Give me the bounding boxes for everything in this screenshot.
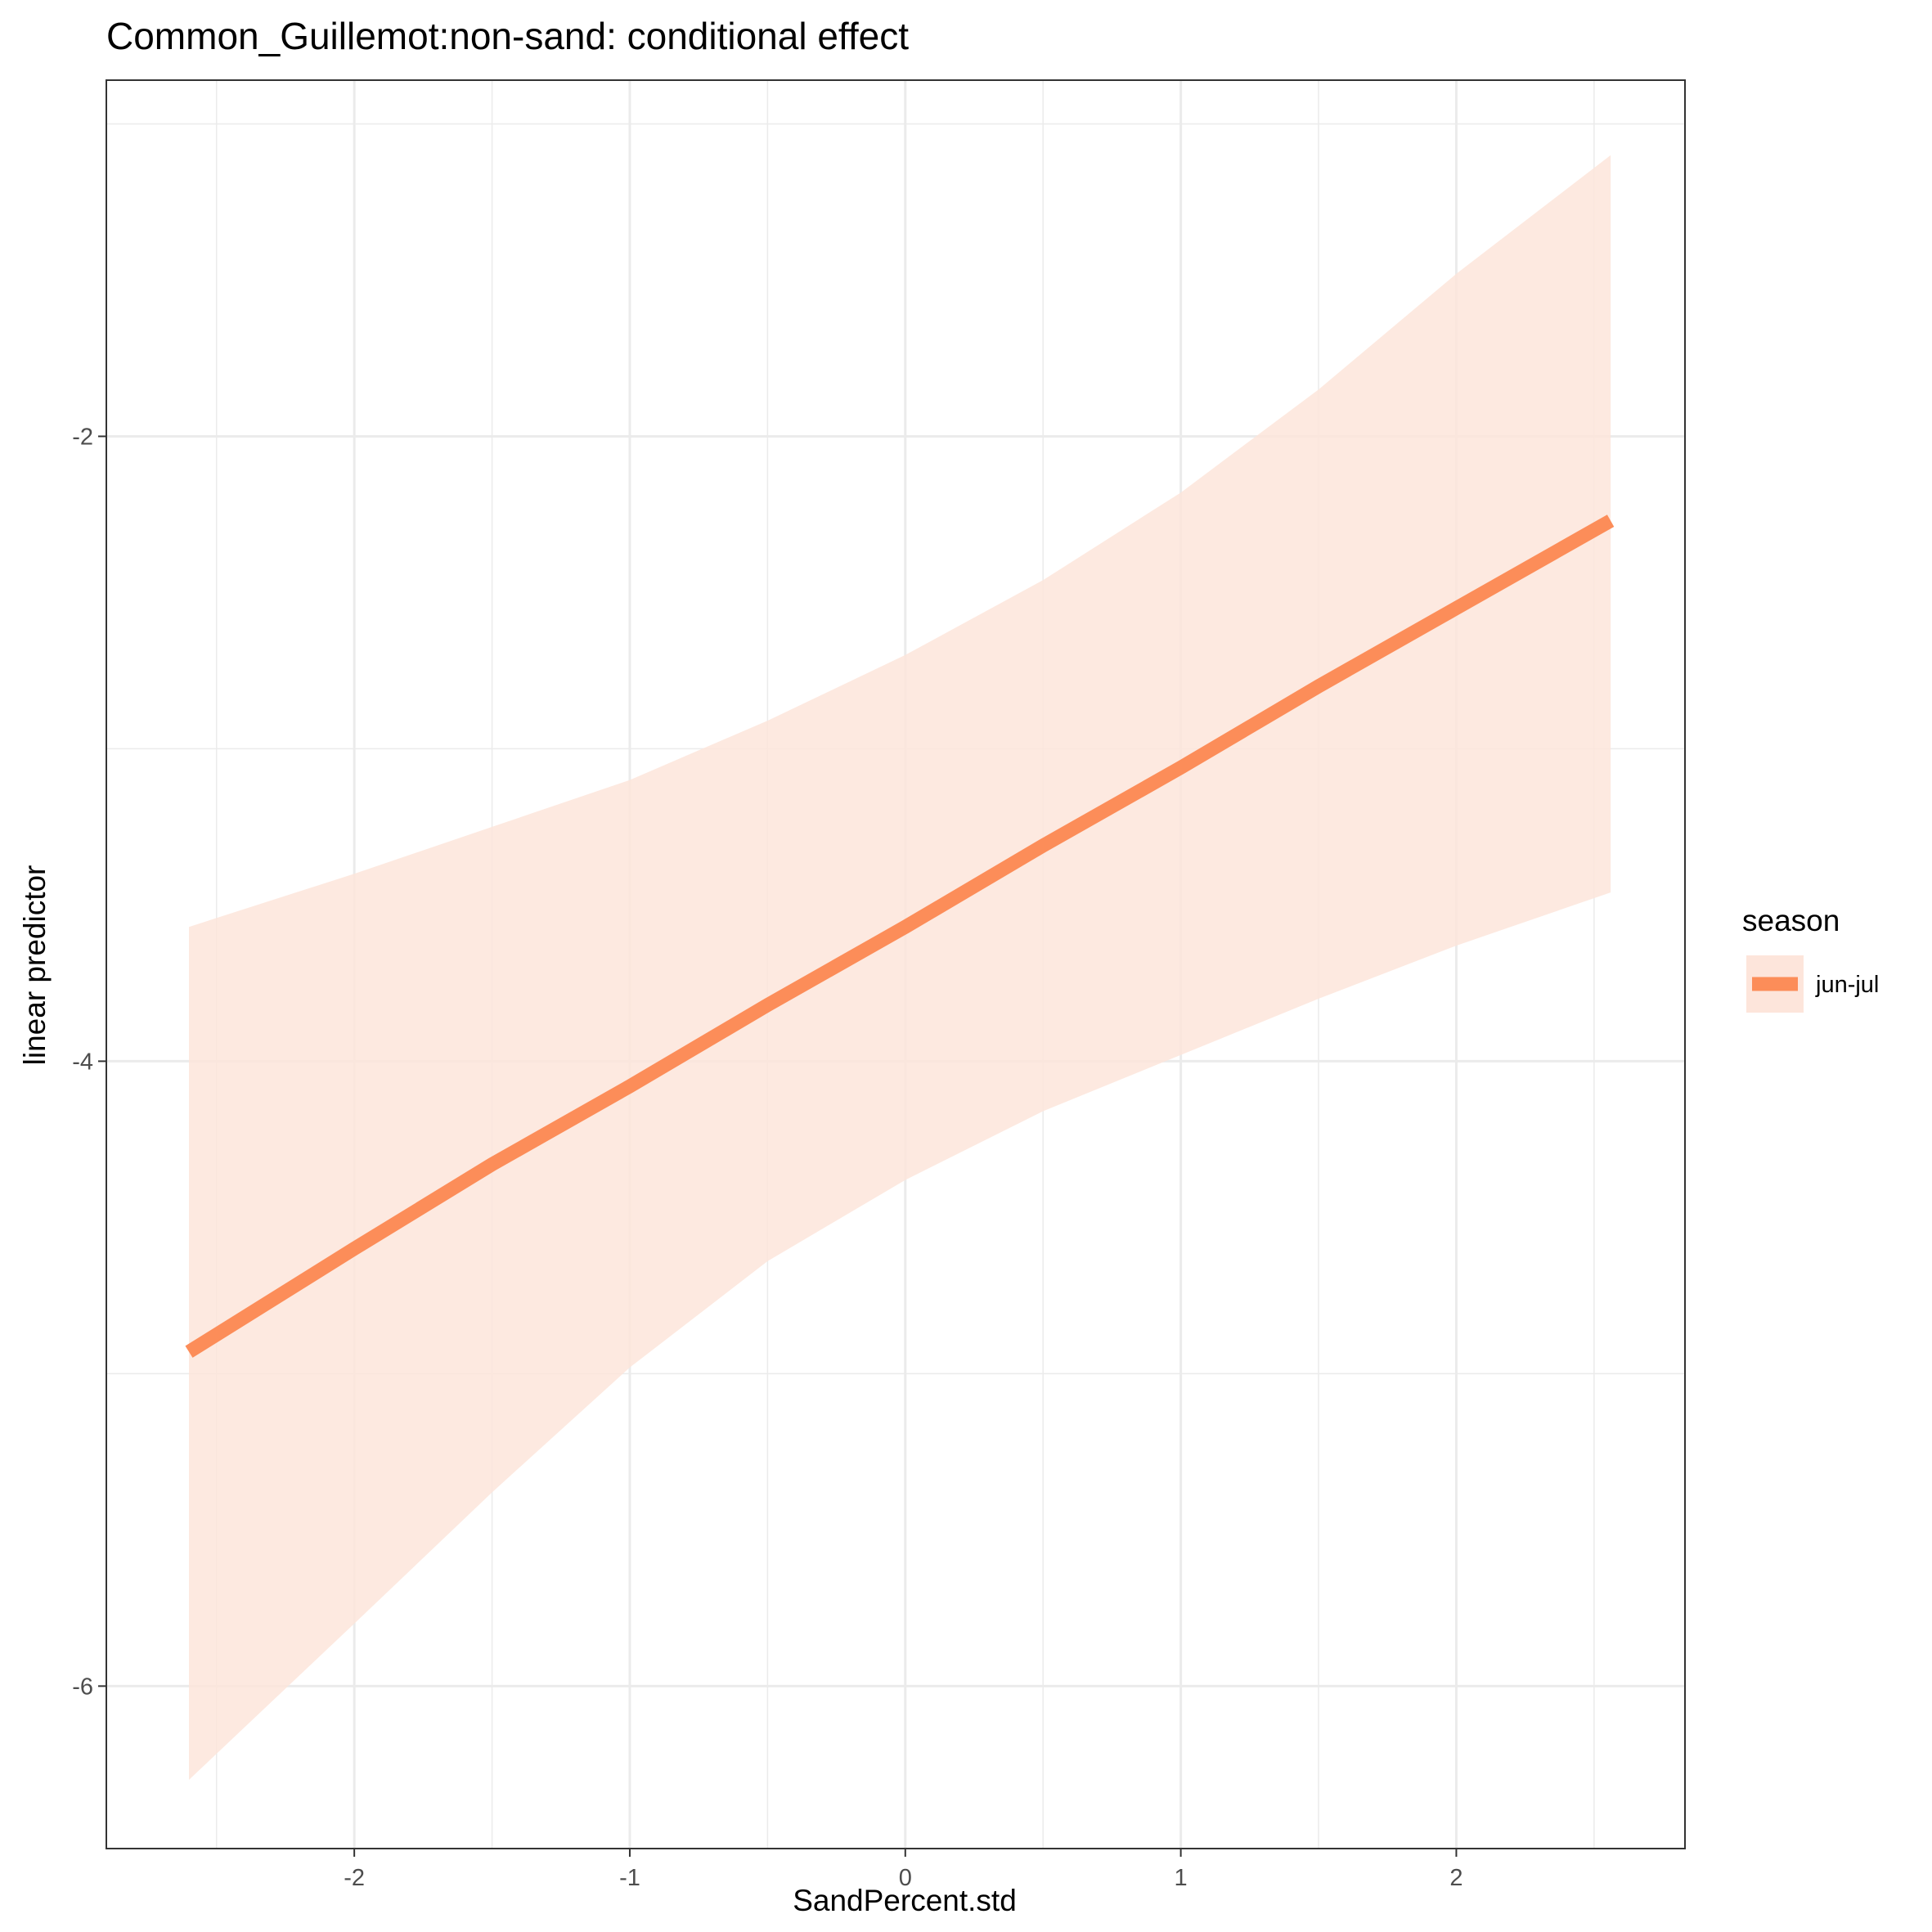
x-tick-label: 1: [1175, 1865, 1188, 1891]
y-axis-title: linear predictor: [18, 865, 52, 1066]
legend: season jun-jul: [1742, 904, 1879, 1013]
series-line: [185, 514, 1615, 1358]
confidence-ribbon: [189, 155, 1611, 1781]
x-tick-label: 0: [899, 1865, 912, 1891]
legend-title: season: [1742, 904, 1840, 937]
y-tick-label: -4: [72, 1049, 93, 1075]
x-axis-title: SandPercent.std: [793, 1884, 1017, 1917]
y-tick-label: -2: [72, 424, 93, 450]
legend-label: jun-jul: [1815, 972, 1879, 998]
x-tick-label: -2: [344, 1865, 365, 1891]
plot-panel: -2 -1 0 1 2 -6 -4 -2: [72, 79, 1686, 1891]
x-tick-label: 2: [1449, 1865, 1462, 1891]
chart-title: Common_Guillemot:non-sand: conditional e…: [106, 15, 909, 57]
x-tick-label: -1: [619, 1865, 640, 1891]
panel-border: [106, 79, 1686, 1849]
y-tick-label: -6: [72, 1674, 93, 1700]
